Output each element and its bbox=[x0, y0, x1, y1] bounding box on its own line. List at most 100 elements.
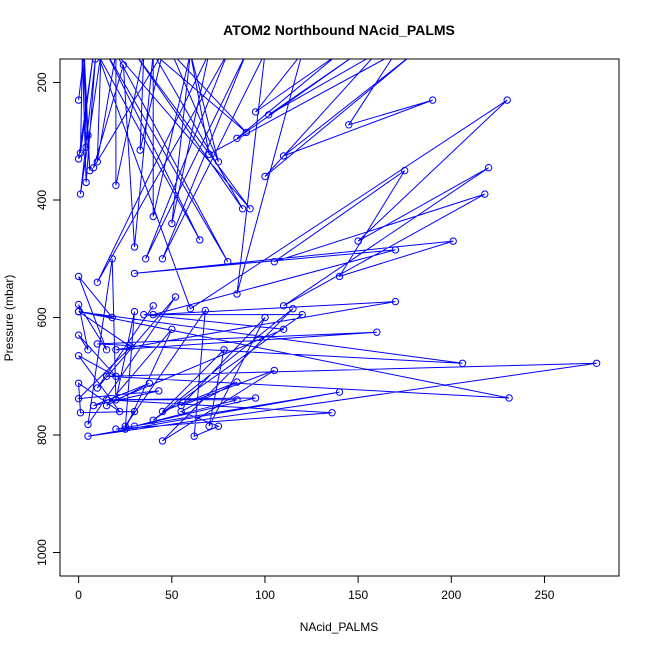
data-point bbox=[76, 190, 85, 198]
data-point bbox=[335, 272, 344, 281]
data-point bbox=[74, 307, 83, 316]
data-point bbox=[136, 146, 144, 154]
data-point bbox=[89, 164, 98, 172]
data-point bbox=[149, 212, 157, 221]
data-point bbox=[149, 416, 157, 424]
data-point bbox=[289, 305, 297, 313]
data-point bbox=[251, 394, 260, 402]
data-point bbox=[220, 346, 228, 354]
data-point bbox=[401, 166, 409, 175]
data-point bbox=[503, 96, 511, 104]
data-point bbox=[121, 425, 129, 433]
data-point bbox=[81, 50, 87, 56]
data-point bbox=[74, 96, 83, 104]
data-point bbox=[392, 50, 398, 56]
data-point bbox=[171, 293, 180, 301]
data-point bbox=[91, 59, 100, 63]
data-point bbox=[411, 50, 417, 56]
data-point bbox=[150, 50, 156, 56]
data-point bbox=[74, 300, 83, 309]
data-point bbox=[112, 346, 120, 354]
data-point bbox=[168, 325, 176, 333]
data-point bbox=[187, 50, 193, 56]
data-point bbox=[205, 422, 213, 430]
data-point bbox=[345, 121, 353, 129]
data-point bbox=[140, 310, 148, 319]
data-point bbox=[187, 50, 193, 56]
series-line bbox=[77, 59, 597, 442]
x-tick-label: 100 bbox=[255, 588, 275, 602]
data-point bbox=[214, 158, 223, 166]
x-tick-label: 150 bbox=[348, 588, 368, 602]
data-point bbox=[177, 407, 185, 416]
data-point bbox=[84, 131, 92, 140]
x-tick-label: 250 bbox=[534, 588, 554, 602]
data-point bbox=[150, 50, 156, 56]
data-point bbox=[112, 372, 120, 380]
data-point bbox=[130, 243, 139, 251]
x-axis: 0 50 100 150 200 250 bbox=[75, 575, 555, 602]
data-point bbox=[98, 50, 104, 56]
data-point bbox=[251, 108, 260, 116]
data-point bbox=[74, 331, 83, 339]
data-point bbox=[201, 306, 210, 315]
data-point bbox=[206, 50, 212, 56]
data-point bbox=[481, 190, 489, 198]
data-point bbox=[149, 302, 157, 310]
data-point bbox=[79, 50, 85, 56]
data-point bbox=[102, 372, 111, 380]
data-point bbox=[205, 150, 213, 158]
data-point bbox=[484, 164, 493, 172]
data-point bbox=[270, 366, 278, 375]
data-point bbox=[74, 379, 83, 387]
data-point bbox=[449, 237, 457, 245]
data-point bbox=[328, 409, 336, 417]
data-point bbox=[131, 50, 137, 56]
data-point bbox=[391, 246, 400, 254]
data-point bbox=[149, 310, 157, 319]
data-point bbox=[112, 425, 120, 433]
data-point bbox=[115, 407, 124, 416]
data-point bbox=[141, 50, 147, 56]
data-point bbox=[243, 50, 249, 56]
data-point bbox=[270, 258, 278, 266]
data-point bbox=[238, 205, 247, 213]
y-tick-label: 1000 bbox=[35, 539, 49, 566]
data-point bbox=[261, 313, 269, 322]
data-point bbox=[119, 61, 128, 69]
data-point bbox=[262, 50, 268, 56]
data-point bbox=[76, 409, 85, 417]
data-point bbox=[335, 388, 344, 396]
data-point bbox=[93, 340, 102, 348]
data-point bbox=[592, 359, 601, 367]
y-axis-label: Pressure (mbar) bbox=[2, 275, 16, 362]
data-point bbox=[169, 50, 175, 56]
data-point bbox=[74, 155, 83, 163]
data-point bbox=[458, 359, 467, 367]
chart-title: ATOM2 Northbound NAcid_PALMS bbox=[223, 22, 455, 38]
data-point bbox=[90, 50, 96, 56]
data-point bbox=[121, 422, 129, 430]
data-point bbox=[242, 128, 251, 137]
data-point bbox=[158, 407, 167, 416]
data-point bbox=[190, 432, 198, 440]
y-tick-label: 200 bbox=[35, 72, 49, 92]
data-point bbox=[391, 297, 400, 306]
data-point bbox=[102, 346, 111, 354]
data-point bbox=[196, 236, 204, 244]
data-point bbox=[102, 401, 111, 410]
data-point bbox=[130, 422, 139, 430]
data-point bbox=[74, 394, 83, 403]
x-tick-label: 200 bbox=[441, 588, 461, 602]
data-point bbox=[82, 143, 90, 151]
data-point bbox=[246, 205, 254, 213]
x-tick-label: 50 bbox=[165, 588, 179, 602]
data-point bbox=[186, 305, 195, 313]
data-point bbox=[89, 401, 98, 410]
data-point bbox=[127, 343, 135, 351]
data-point bbox=[93, 158, 102, 166]
data-point bbox=[355, 50, 361, 56]
data-point bbox=[103, 50, 109, 56]
y-tick-label: 800 bbox=[35, 425, 49, 445]
